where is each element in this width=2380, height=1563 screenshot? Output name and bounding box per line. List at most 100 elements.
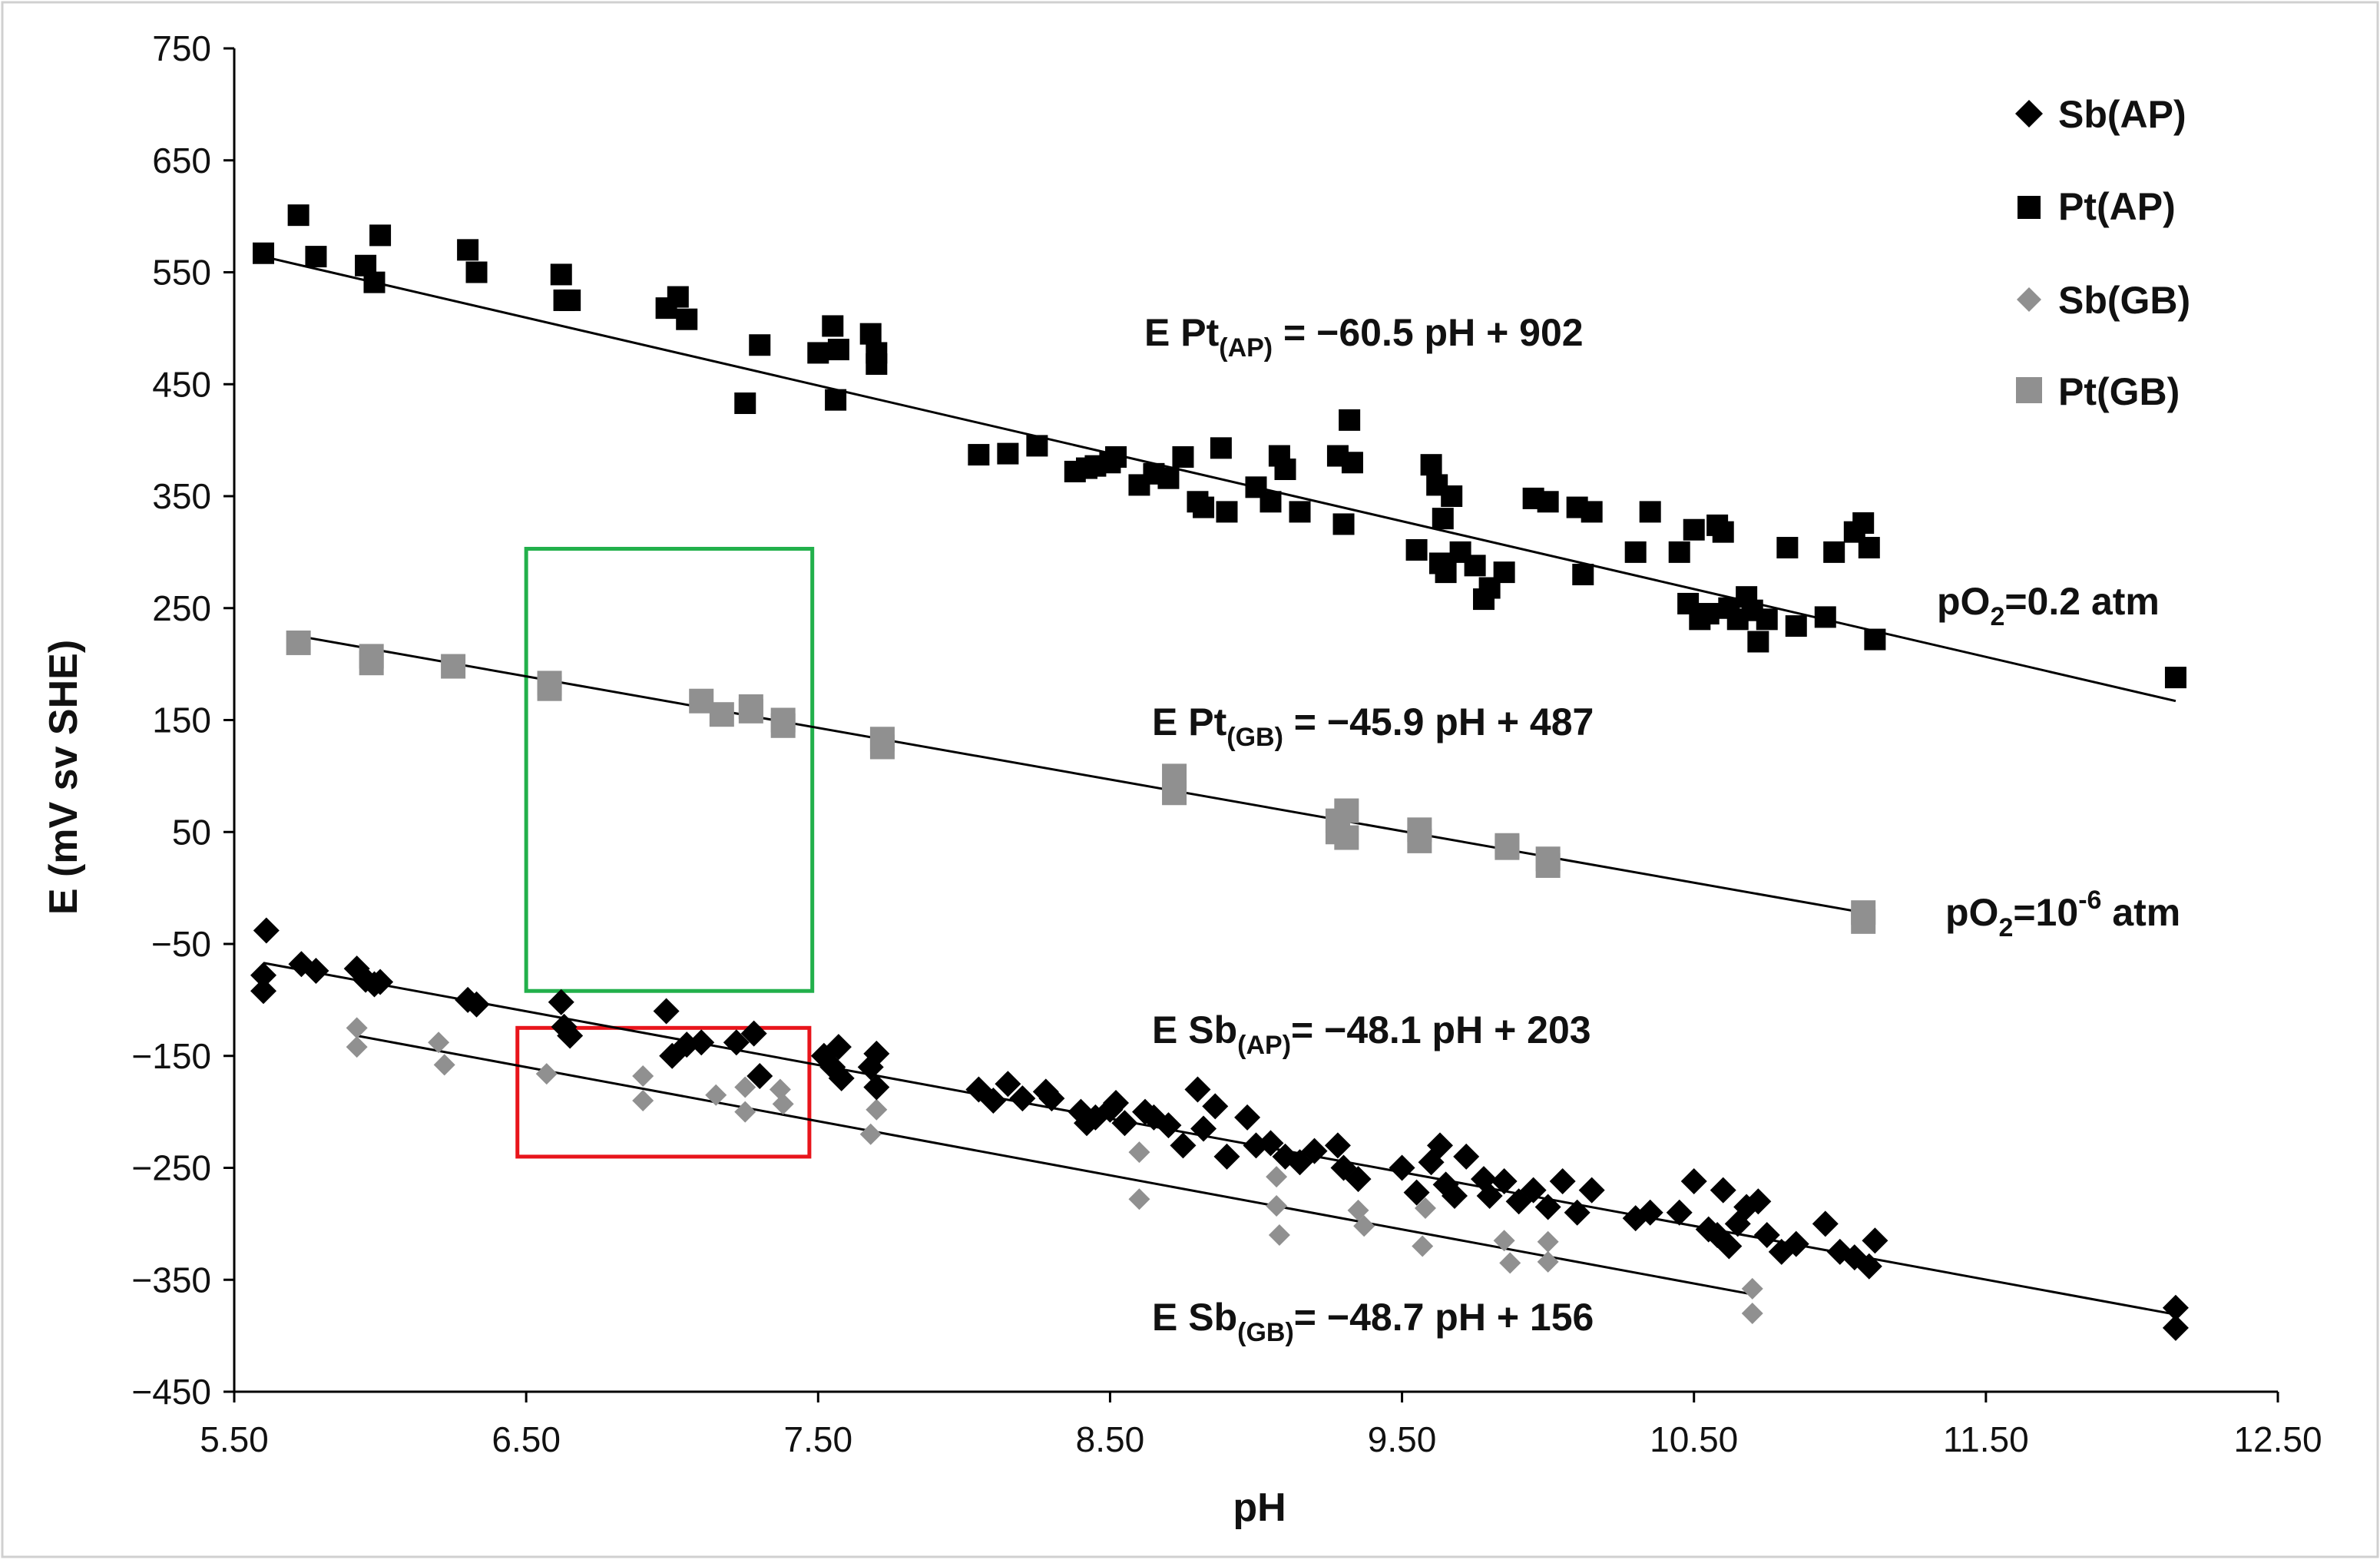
y-tick-label: −50 [151, 924, 211, 964]
point-sb-gb [1493, 1230, 1515, 1252]
point-sb-ap [1520, 1177, 1547, 1204]
equation-pt-ap: E Pt(AP) = −60.5 pH + 902 [1144, 311, 1584, 363]
x-tick-label: 9.50 [1368, 1419, 1437, 1459]
point-pt-ap [253, 242, 275, 264]
point-pt-ap [1341, 452, 1363, 474]
point-pt-ap [559, 289, 581, 311]
point-sb-gb [1128, 1188, 1150, 1210]
x-tick-label: 6.50 [492, 1419, 561, 1459]
point-pt-gb [1535, 853, 1561, 878]
point-sb-ap [688, 1029, 715, 1056]
point-sb-ap [1549, 1167, 1576, 1194]
point-sb-ap [1491, 1167, 1518, 1194]
point-sb-ap [863, 1074, 890, 1101]
point-pt-gb [286, 630, 311, 655]
point-sb-ap [1855, 1253, 1882, 1280]
point-pt-gb [1407, 828, 1432, 853]
point-pt-ap [550, 263, 572, 286]
point-sb-ap [1441, 1182, 1468, 1209]
x-axis-title: pH [1233, 1485, 1286, 1530]
point-sb-ap [828, 1065, 855, 1091]
legend-label-pt-ap: Pt(AP) [2058, 185, 2176, 228]
point-pt-ap [1432, 508, 1454, 530]
green-box [524, 547, 815, 993]
point-pt-ap [1581, 501, 1603, 523]
legend-label-sb-gb: Sb(GB) [2058, 279, 2190, 322]
point-sb-gb [535, 1063, 558, 1085]
legend-label-pt-gb: Pt(GB) [2058, 370, 2180, 413]
point-pt-gb [441, 654, 466, 679]
point-sb-ap [1637, 1199, 1663, 1226]
point-pt-ap [734, 392, 756, 415]
point-pt-ap [1572, 564, 1594, 586]
point-sb-gb [1741, 1277, 1763, 1300]
x-tick-label: 12.50 [2233, 1419, 2322, 1459]
point-sb-ap [746, 1062, 773, 1089]
point-pt-ap [968, 444, 990, 466]
equation-sb-ap: E Sb(AP)= −48.1 pH + 203 [1152, 1008, 1591, 1060]
point-pt-ap [1193, 496, 1215, 518]
point-pt-ap [457, 239, 479, 261]
point-sb-gb [632, 1090, 654, 1112]
point-sb-ap [723, 1029, 750, 1056]
x-tick-label: 8.50 [1076, 1419, 1145, 1459]
point-sb-ap [1476, 1182, 1503, 1209]
point-sb-gb [1537, 1250, 1559, 1273]
point-pt-ap [1776, 537, 1799, 559]
point-pt-ap [1435, 561, 1457, 584]
legend-marker-sb-ap [2015, 100, 2043, 127]
point-sb-ap [1345, 1166, 1372, 1193]
point-sb-ap [1578, 1177, 1605, 1204]
point-pt-ap [1697, 603, 1720, 625]
point-sb-ap [1680, 1167, 1707, 1194]
point-sb-ap [1753, 1221, 1780, 1248]
y-tick-label: −250 [131, 1148, 211, 1188]
legend-item-sb-ap: Sb(AP) [2015, 93, 2186, 136]
point-sb-ap [980, 1088, 1007, 1114]
point-pt-ap [1289, 501, 1311, 523]
point-sb-ap [1403, 1179, 1430, 1206]
point-pt-ap [859, 323, 882, 345]
plot-marks [250, 204, 2189, 1341]
point-sb-gb [346, 1017, 368, 1039]
point-pt-ap [1814, 606, 1836, 628]
point-pt-gb [738, 694, 763, 720]
point-pt-ap [807, 342, 829, 364]
point-sb-ap [1324, 1132, 1351, 1159]
point-sb-ap [557, 1022, 584, 1049]
point-pt-ap [1858, 537, 1880, 559]
x-tick-label: 11.50 [1943, 1419, 2029, 1459]
y-tick-label: 550 [152, 253, 211, 293]
point-sb-ap [1111, 1110, 1138, 1137]
point-sb-ap [1716, 1233, 1743, 1260]
point-sb-ap [1038, 1085, 1065, 1112]
point-pt-ap [1624, 541, 1647, 563]
point-pt-ap [1493, 561, 1515, 584]
point-pt-ap [1537, 491, 1559, 513]
point-sb-ap [1170, 1132, 1197, 1159]
point-sb-ap [1812, 1210, 1839, 1237]
point-pt-ap [1405, 538, 1428, 561]
x-tick-label: 10.50 [1650, 1419, 1738, 1459]
point-sb-ap [1202, 1093, 1229, 1120]
point-sb-ap [303, 957, 329, 984]
point-pt-ap [1441, 485, 1463, 507]
point-pt-ap [1216, 501, 1238, 523]
point-pt-ap [667, 286, 689, 308]
point-sb-gb [1266, 1166, 1288, 1188]
y-tick-label: 150 [152, 700, 211, 740]
point-sb-ap [1234, 1104, 1261, 1131]
point-pt-ap [827, 339, 849, 361]
point-pt-ap [1026, 435, 1048, 457]
point-sb-ap [1009, 1085, 1036, 1112]
point-pt-gb [1334, 825, 1359, 850]
point-pt-ap [1274, 459, 1296, 481]
y-tick-label: 50 [172, 812, 211, 852]
point-sb-ap [1257, 1130, 1284, 1157]
point-pt-ap [749, 334, 771, 356]
point-pt-ap [1332, 513, 1355, 535]
point-sb-ap [825, 1034, 852, 1061]
point-sb-gb [1537, 1230, 1559, 1253]
